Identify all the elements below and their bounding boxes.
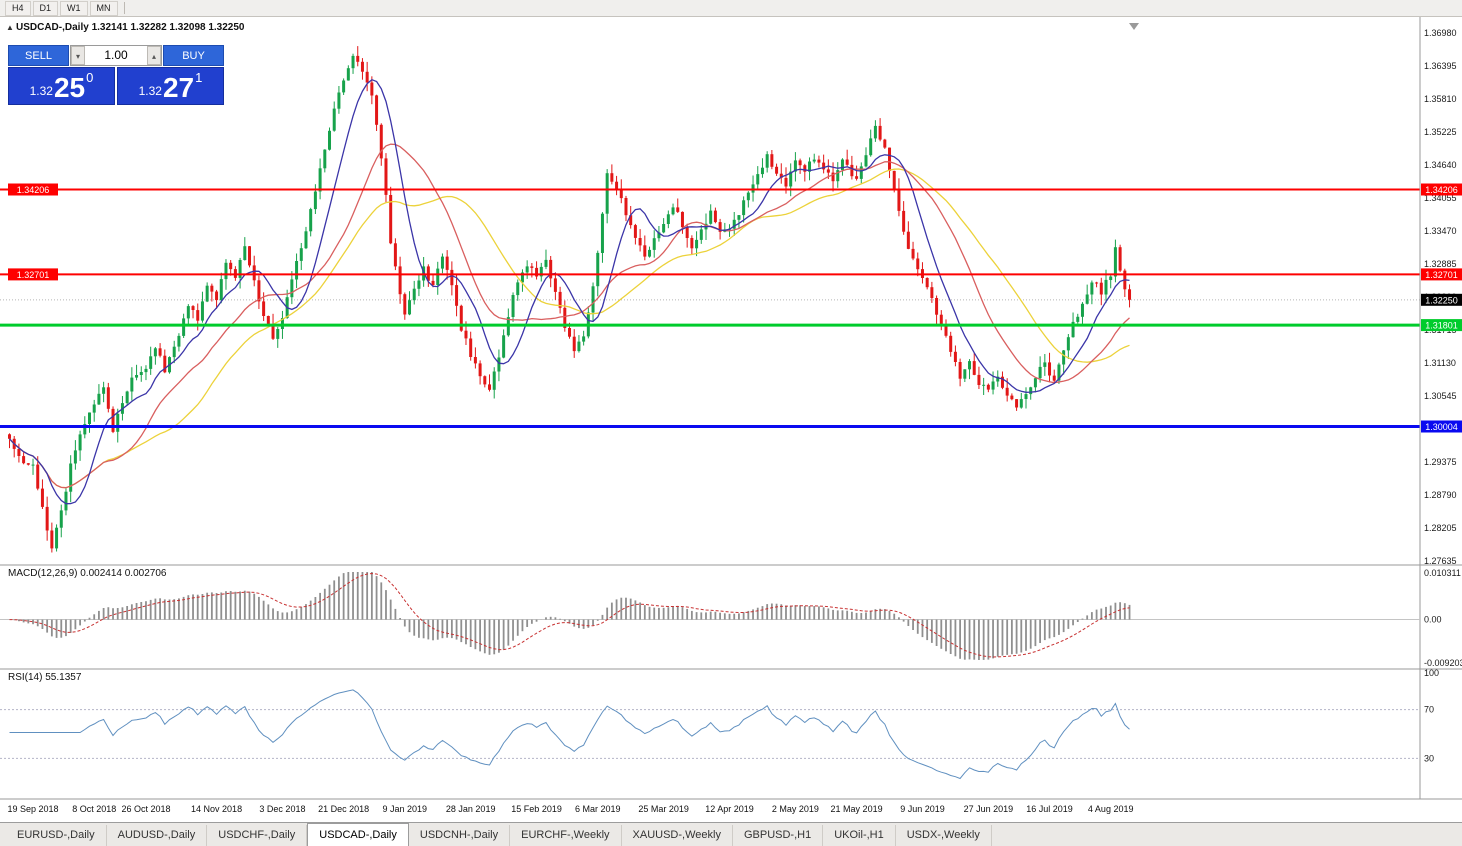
sell-price-big: 25 xyxy=(53,72,86,103)
svg-text:12 Apr 2019: 12 Apr 2019 xyxy=(705,804,754,814)
buy-price-box[interactable]: 1.32 27 1 xyxy=(117,67,224,105)
timeframe-toolbar: H4 D1 W1 MN xyxy=(0,0,1462,17)
chart-tab-gbpusd-h1[interactable]: GBPUSD-,H1 xyxy=(733,825,824,846)
svg-text:1.35810: 1.35810 xyxy=(1424,94,1457,104)
chart-tab-xauusd-weekly[interactable]: XAUUSD-,Weekly xyxy=(622,825,733,846)
date-axis[interactable]: 19 Sep 2018 8 Oct 2018 26 Oct 2018 14 Nov 2… xyxy=(8,804,1134,814)
svg-text:21 Dec 2018: 21 Dec 2018 xyxy=(318,804,369,814)
svg-text:1.28205: 1.28205 xyxy=(1424,523,1457,533)
timeframe-w1-button[interactable]: W1 xyxy=(60,0,88,16)
timeframe-h4-button[interactable]: H4 xyxy=(5,0,31,16)
rsi-panel: 100 70 30 RSI(14) 55.1357 xyxy=(0,668,1439,780)
svg-text:9 Jun 2019: 9 Jun 2019 xyxy=(900,804,945,814)
svg-text:1.32701: 1.32701 xyxy=(1425,270,1458,280)
svg-text:1.34055: 1.34055 xyxy=(1424,193,1457,203)
macd-panel: 0.010311 0.00 -0.009203 MACD(12,26,9) 0.002… xyxy=(0,568,1462,668)
svg-text:19 Sep 2018: 19 Sep 2018 xyxy=(8,804,59,814)
svg-text:2 May 2019: 2 May 2019 xyxy=(772,804,819,814)
moving-averages-layer xyxy=(9,78,1130,505)
ohlc-readout: USDCAD-,Daily 1.32141 1.32282 1.32098 1.… xyxy=(16,22,245,33)
svg-text:1.30004: 1.30004 xyxy=(1425,422,1458,432)
chart-window: 1.36980 1.36395 1.35810 1.35225 1.34640 1.340… xyxy=(0,17,1462,822)
svg-text:6 Mar 2019: 6 Mar 2019 xyxy=(575,804,621,814)
buy-price-big: 27 xyxy=(162,72,195,103)
svg-text:14 Nov 2018: 14 Nov 2018 xyxy=(191,804,242,814)
volume-spinner[interactable]: ▾ 1.00 ▴ xyxy=(70,45,162,66)
chart-tab-eurusd-daily[interactable]: EURUSD-,Daily xyxy=(6,825,107,846)
chart-tab-bar: EURUSD-,Daily AUDUSD-,Daily USDCHF-,Daily U… xyxy=(0,822,1462,846)
candles-layer xyxy=(8,46,1132,553)
svg-text:1.29375: 1.29375 xyxy=(1424,457,1457,467)
svg-text:4 Aug 2019: 4 Aug 2019 xyxy=(1088,804,1134,814)
chart-tab-ukoil-h1[interactable]: UKOil-,H1 xyxy=(823,825,896,846)
svg-text:15 Feb 2019: 15 Feb 2019 xyxy=(511,804,562,814)
buy-price-sup: 1 xyxy=(195,70,203,85)
svg-text:3 Dec 2018: 3 Dec 2018 xyxy=(259,804,305,814)
trade-panel-collapse-icon[interactable]: ▲ xyxy=(6,23,14,32)
volume-decrease-icon[interactable]: ▾ xyxy=(71,46,85,65)
svg-text:1.30545: 1.30545 xyxy=(1424,391,1457,401)
svg-text:21 May 2019: 21 May 2019 xyxy=(831,804,883,814)
svg-text:1.36980: 1.36980 xyxy=(1424,28,1457,38)
svg-text:8 Oct 2018: 8 Oct 2018 xyxy=(72,804,116,814)
sell-button[interactable]: SELL xyxy=(8,45,69,66)
svg-text:25 Mar 2019: 25 Mar 2019 xyxy=(638,804,689,814)
rsi-label: RSI(14) 55.1357 xyxy=(8,672,82,683)
svg-text:1.36395: 1.36395 xyxy=(1424,61,1457,71)
chart-tab-usdcad-daily[interactable]: USDCAD-,Daily xyxy=(307,823,409,846)
svg-text:16 Jul 2019: 16 Jul 2019 xyxy=(1026,804,1073,814)
svg-text:1.34640: 1.34640 xyxy=(1424,160,1457,170)
svg-text:1.27635: 1.27635 xyxy=(1424,556,1457,566)
svg-text:28 Jan 2019: 28 Jan 2019 xyxy=(446,804,496,814)
one-click-trade-panel: SELL ▾ 1.00 ▴ BUY 1.32 25 0 1.32 27 1 xyxy=(8,45,224,105)
chart-shift-marker[interactable] xyxy=(1129,23,1139,30)
chart-tab-eurchf-weekly[interactable]: EURCHF-,Weekly xyxy=(510,825,622,846)
timeframe-d1-button[interactable]: D1 xyxy=(32,0,59,16)
svg-text:1.35225: 1.35225 xyxy=(1424,127,1457,137)
macd-label: MACD(12,26,9) 0.002414 0.002706 xyxy=(8,568,167,579)
volume-increase-icon[interactable]: ▴ xyxy=(147,46,161,65)
svg-text:30: 30 xyxy=(1424,753,1434,763)
svg-text:0.010311: 0.010311 xyxy=(1424,568,1461,578)
svg-text:1.34206: 1.34206 xyxy=(1425,185,1458,195)
horizontal-lines-layer[interactable] xyxy=(0,188,1420,429)
chart-tab-usdx-weekly[interactable]: USDX-,Weekly xyxy=(896,825,992,846)
timeframe-mn-button[interactable]: MN xyxy=(89,0,118,16)
panel-separators xyxy=(0,17,1462,800)
chart-tab-audusd-daily[interactable]: AUDUSD-,Daily xyxy=(107,825,208,846)
svg-text:27 Jun 2019: 27 Jun 2019 xyxy=(964,804,1014,814)
svg-text:1.33470: 1.33470 xyxy=(1424,226,1457,236)
svg-text:-0.009203: -0.009203 xyxy=(1424,658,1462,668)
chart-canvas[interactable]: 1.36980 1.36395 1.35810 1.35225 1.34640 1.340… xyxy=(0,17,1462,822)
sell-price-box[interactable]: 1.32 25 0 xyxy=(8,67,115,105)
svg-text:70: 70 xyxy=(1424,705,1434,715)
toolbar-separator xyxy=(123,2,125,14)
svg-text:0.00: 0.00 xyxy=(1424,615,1442,625)
svg-text:1.32250: 1.32250 xyxy=(1425,295,1458,305)
sell-price-prefix: 1.32 xyxy=(29,84,53,98)
volume-value[interactable]: 1.00 xyxy=(104,48,128,62)
price-badges: 1.34206 1.34206 1.32701 1.32701 1.31801 1.300… xyxy=(8,183,1462,433)
chart-tab-usdchf-daily[interactable]: USDCHF-,Daily xyxy=(207,825,308,846)
chart-tab-usdcnh-daily[interactable]: USDCNH-,Daily xyxy=(409,825,511,846)
svg-text:1.32701: 1.32701 xyxy=(17,270,50,280)
svg-text:100: 100 xyxy=(1424,668,1439,678)
svg-text:9 Jan 2019: 9 Jan 2019 xyxy=(383,804,428,814)
chart-title: ▲ USDCAD-,Daily 1.32141 1.32282 1.32098 1… xyxy=(6,22,1139,33)
sell-price-sup: 0 xyxy=(86,70,94,85)
svg-text:1.34206: 1.34206 xyxy=(17,185,50,195)
svg-text:1.31130: 1.31130 xyxy=(1424,358,1456,368)
svg-text:1.31801: 1.31801 xyxy=(1425,321,1458,331)
svg-text:1.32885: 1.32885 xyxy=(1424,259,1457,269)
svg-text:1.28790: 1.28790 xyxy=(1424,490,1457,500)
buy-button[interactable]: BUY xyxy=(163,45,224,66)
buy-price-prefix: 1.32 xyxy=(138,84,162,98)
svg-text:26 Oct 2018: 26 Oct 2018 xyxy=(121,804,170,814)
